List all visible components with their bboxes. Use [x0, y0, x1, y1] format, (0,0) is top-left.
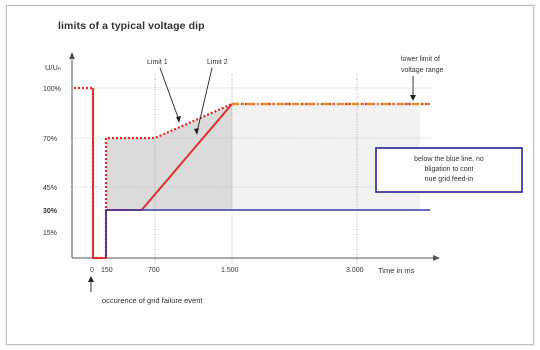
x-tick-label: 3.000 [346, 267, 364, 274]
x-tick-label: 1.500 [221, 267, 239, 274]
series-solid-3a3aa8 [105, 209, 430, 258]
limit-2-label: Limit 2 [207, 59, 228, 66]
chart-title: limits of a typical voltage dip [58, 20, 205, 32]
blue-line-note-text: below the blue line, no [414, 156, 484, 163]
y-tick-label: 45% [43, 185, 57, 192]
shaded-region [106, 104, 232, 210]
blue-line-note-text: nue grid feed-in [425, 176, 474, 183]
y-axis-arrow [69, 52, 75, 59]
series-limit-1 [74, 86, 430, 260]
y-axis-label: U/Uₙ [45, 63, 61, 72]
limit-1-arrow [176, 116, 181, 123]
event-label: occurence of grid failure event [102, 296, 203, 305]
event-arrow [88, 276, 94, 282]
x-axis-arrow [433, 255, 440, 261]
limit-1-pointer [159, 67, 180, 121]
lower-limit-arrow [410, 95, 416, 101]
lower-limit-label: voltage range [401, 67, 444, 74]
y-tick-label: 100% [43, 86, 61, 93]
x-tick-label: 150 [101, 267, 113, 274]
y-tick-label: 30% [43, 208, 58, 215]
limit-2-pointer [196, 67, 213, 133]
x-tick-label: 0 [90, 267, 94, 274]
y-tick-label: 15% [43, 230, 57, 237]
lower-limit-label: lower limit of [401, 56, 440, 63]
limit-2-arrow [194, 128, 199, 135]
limit-1-label: Limit 1 [147, 59, 168, 66]
y-tick-label: 70% [43, 136, 57, 143]
blue-line-note-box [375, 147, 523, 193]
x-axis-label: Time in ms [378, 266, 415, 275]
x-tick-label: 700 [148, 267, 160, 274]
blue-line-note-text: bligation to cont [424, 166, 473, 173]
